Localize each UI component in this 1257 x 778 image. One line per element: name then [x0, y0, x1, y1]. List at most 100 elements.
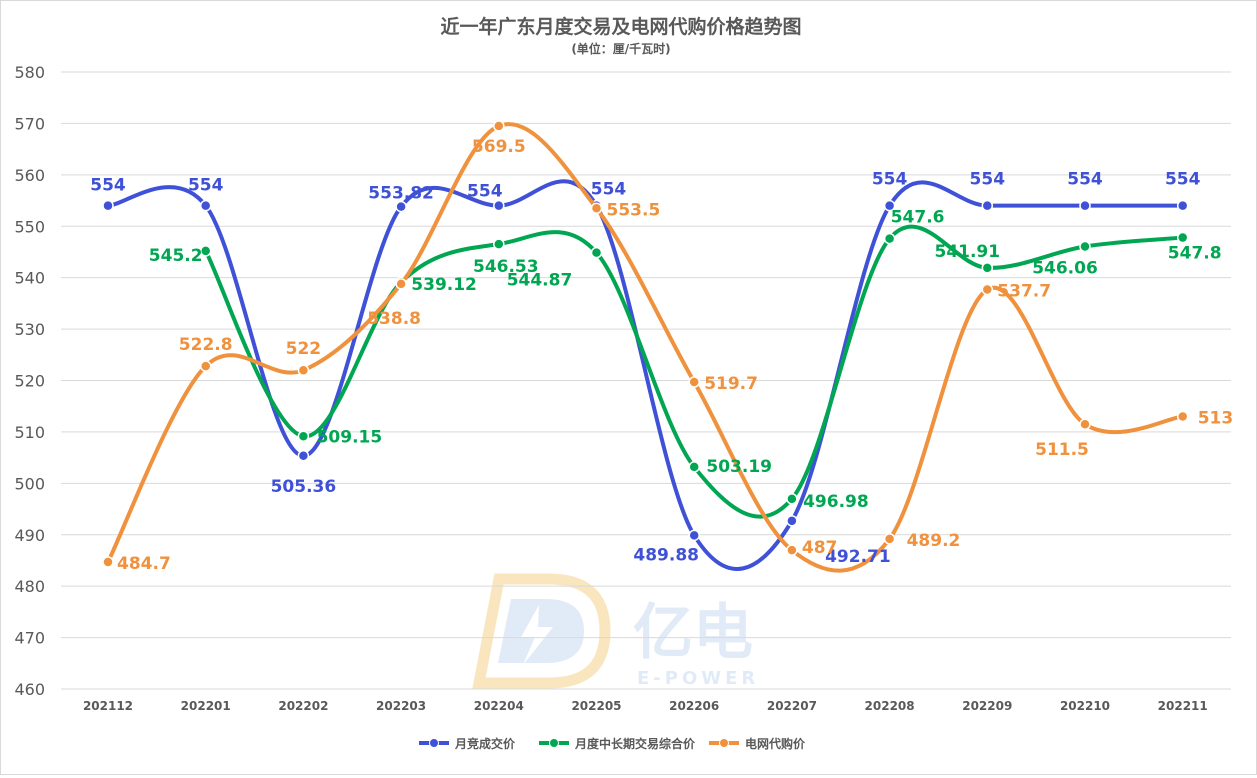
grid-agency-price-point	[199, 360, 212, 372]
x-axis: 202112 202201 202202 202203 202204 202205 2022…	[83, 699, 1208, 713]
monthly-bid-price-data-label: 554	[1067, 170, 1103, 190]
grid-agency-price-data-label: 538.8	[367, 309, 421, 329]
mid-long-term-price-data-label: 509.15	[317, 427, 383, 447]
monthly-bid-price-point	[1079, 199, 1091, 212]
grid-agency-price-point	[1176, 410, 1189, 423]
mid-long-term-price-data-label: 539.12	[411, 275, 477, 295]
grid-agency-price-point	[297, 364, 310, 376]
monthly-bid-price-data-label: 553.82	[368, 184, 434, 204]
grid-agency-price-point	[981, 283, 994, 296]
x-tick-label: 202209	[962, 699, 1012, 713]
y-tick-label: 500	[14, 474, 45, 493]
grid-agency-price-line	[106, 122, 1185, 573]
watermark-brand-subtext: E-POWER	[637, 668, 759, 689]
grid-agency-price-data-label: 511.5	[1035, 440, 1089, 460]
mid-long-term-price-point	[1176, 231, 1189, 244]
y-tick-label: 470	[14, 629, 45, 648]
grid-agency-price-data-label: 522	[286, 339, 322, 359]
monthly-bid-price-point	[1176, 199, 1189, 212]
y-tick-label: 570	[14, 114, 45, 133]
chart-subtitle: (单位：厘/千瓦时)	[571, 41, 670, 56]
mid-long-term-price-point	[199, 245, 212, 257]
grid-agency-price-point	[786, 544, 798, 556]
monthly-bid-price-data-label: 489.88	[633, 545, 699, 565]
x-tick-label: 202210	[1060, 699, 1110, 713]
monthly-bid-price-legend-marker	[429, 738, 439, 748]
grid-agency-price-point	[493, 120, 505, 132]
mid-long-term-price-data-label: 496.98	[803, 492, 869, 512]
monthly-bid-price-point	[493, 199, 505, 212]
y-tick-label: 490	[14, 526, 45, 545]
mid-long-term-price-legend-marker	[549, 738, 559, 748]
mid-long-term-price-point	[981, 262, 994, 274]
grid-agency-price-data-label: 487	[802, 538, 838, 558]
monthly-bid-price-data-label: 554	[970, 170, 1006, 190]
mid-long-term-price-point	[1079, 240, 1091, 253]
monthly-bid-price-data-label: 554	[1165, 170, 1201, 190]
monthly-bid-price-point	[786, 515, 798, 527]
x-tick-label: 202202	[278, 699, 328, 713]
monthly-bid-price-point	[981, 199, 994, 212]
y-tick-label: 510	[14, 423, 45, 442]
monthly-bid-price-point	[199, 199, 212, 212]
monthly-bid-price-data-label: 554	[467, 182, 503, 202]
grid-agency-price-data-label: 522.8	[179, 335, 233, 355]
x-tick-label: 202205	[571, 699, 621, 713]
monthly-bid-price-data-label: 505.36	[271, 477, 337, 497]
monthly-bid-price-point	[297, 450, 310, 462]
y-tick-label: 540	[14, 269, 45, 288]
x-tick-label: 202201	[181, 699, 231, 713]
grid-agency-price-legend-label: 电网代购价	[745, 736, 806, 751]
series-layer	[102, 120, 1189, 573]
y-tick-label: 550	[14, 217, 45, 236]
monthly-bid-price-point	[688, 529, 700, 542]
mid-long-term-price-data-label: 544.87	[507, 271, 573, 291]
y-tick-label: 560	[14, 166, 45, 185]
grid-agency-price-data-label: 513	[1198, 408, 1234, 428]
mid-long-term-price-point	[297, 430, 310, 443]
monthly-bid-price-data-label: 554	[591, 180, 627, 200]
mid-long-term-price-data-label: 547.6	[891, 208, 945, 228]
mid-long-term-price-data-label: 546.53	[473, 257, 539, 277]
mid-long-term-price-legend-label: 月度中长期交易综合价	[574, 736, 696, 751]
y-tick-label: 460	[14, 680, 45, 699]
x-tick-label: 202206	[669, 699, 719, 713]
mid-long-term-price-point	[688, 461, 700, 473]
monthly-bid-price-data-label: 492.71	[825, 547, 891, 567]
y-tick-label: 580	[14, 63, 45, 82]
y-axis: 460 470 480 490 500 510 520 530 540 550 560 570 580	[14, 63, 45, 699]
grid-agency-price-point	[590, 202, 603, 215]
mid-long-term-price-data-label: 545.2	[149, 246, 203, 266]
mid-long-term-price-data-label: 503.19	[706, 457, 772, 477]
mid-long-term-price-point	[786, 493, 798, 505]
monthly-bid-price-data-label: 554	[188, 176, 224, 196]
monthly-bid-price-point	[395, 200, 407, 213]
mid-long-term-price-point	[493, 238, 505, 250]
monthly-bid-price-point	[102, 199, 114, 212]
monthly-bid-price-legend-label: 月竞成交价	[454, 736, 516, 751]
grid-agency-price-point	[102, 556, 114, 568]
grid-agency-price-data-label: 519.7	[704, 374, 758, 394]
data-label-layer: 554 554 505.36 553.82 554 554 489.88 492.71 554 5…	[90, 137, 1233, 574]
x-tick-label: 202112	[83, 699, 133, 713]
y-tick-label: 530	[14, 320, 45, 339]
x-tick-label: 202211	[1158, 699, 1208, 713]
grid-layer	[61, 71, 1231, 690]
watermark-logo: 亿电 E-POWER	[472, 573, 759, 689]
x-tick-label: 202204	[474, 699, 524, 713]
chart-title: 近一年广东月度交易及电网代购价格趋势图	[440, 15, 801, 38]
grid-agency-price-point	[883, 533, 896, 545]
y-tick-label: 480	[14, 577, 45, 596]
monthly-bid-price-point	[883, 199, 896, 212]
grid-agency-price-data-label: 489.2	[907, 531, 961, 551]
mid-long-term-price-point	[590, 246, 603, 259]
mid-long-term-price-data-label: 547.8	[1168, 244, 1222, 264]
x-tick-label: 202208	[865, 699, 915, 713]
grid-agency-price-data-label: 569.5	[472, 137, 526, 157]
grid-agency-price-data-label: 484.7	[117, 554, 171, 574]
mid-long-term-price-data-label: 546.06	[1032, 259, 1098, 279]
monthly-bid-price-data-label: 554	[90, 176, 126, 196]
x-tick-label: 202203	[376, 699, 426, 713]
